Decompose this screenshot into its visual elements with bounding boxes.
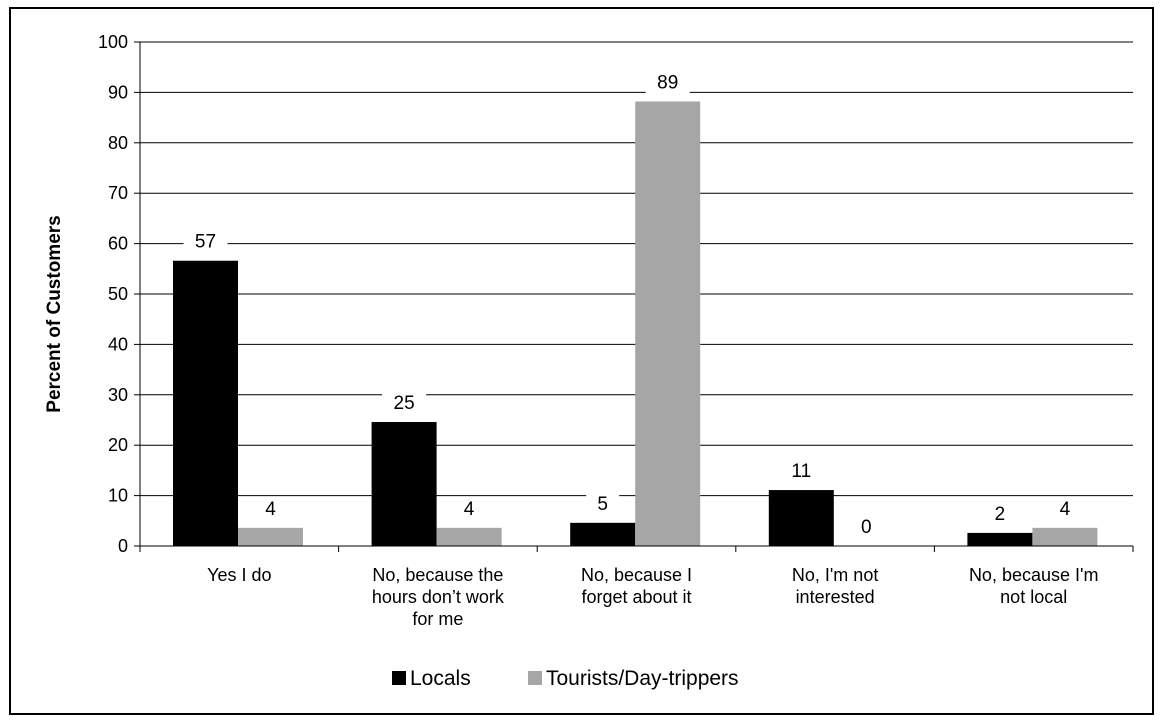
x-tick-label-line: interested (796, 587, 875, 607)
legend-swatch (528, 671, 542, 685)
x-tick-label-line: No, because I'm (969, 565, 1099, 585)
data-label: 0 (861, 517, 872, 538)
data-label-background (254, 497, 287, 520)
data-label-background (183, 230, 228, 253)
x-tick-label-line: for me (412, 609, 463, 629)
data-label-background (983, 502, 1017, 525)
data-labels: 57 25 5 11 2 4 4 89 0 4 (183, 71, 1082, 538)
data-label-background (1048, 497, 1082, 520)
y-tick-label: 70 (108, 183, 128, 203)
x-tick-label: No, because I'm not local (969, 565, 1099, 607)
data-label: 4 (1060, 499, 1071, 520)
data-label: 11 (791, 461, 811, 482)
y-tick-label: 100 (98, 32, 128, 52)
x-tick-label-line: No, because the (372, 565, 503, 585)
axes (134, 41, 1134, 552)
legend-swatch (392, 671, 406, 685)
x-tick-label: Yes I do (207, 565, 271, 585)
y-tick-label: 40 (108, 334, 128, 354)
data-label-background (382, 392, 427, 415)
data-label: 5 (597, 494, 608, 515)
data-label-background (586, 492, 620, 515)
y-tick-label: 90 (108, 82, 128, 102)
data-label-background (452, 497, 486, 520)
y-tick-label: 80 (108, 133, 128, 153)
x-tick-label-line: No, I'm not (792, 565, 878, 585)
bar-locals (570, 522, 636, 546)
data-label: 25 (394, 393, 415, 414)
bars (173, 101, 1098, 547)
x-tick-label-line: No, because I (581, 565, 692, 585)
legend-label: Locals (410, 667, 471, 690)
data-label: 4 (265, 499, 276, 520)
x-tick-label-line: hours don’t work (372, 587, 505, 607)
y-axis-title: Percent of Customers (44, 215, 65, 412)
y-tick-label: 20 (108, 435, 128, 455)
x-tick-label-line: forget about it (581, 587, 691, 607)
bar-locals (173, 260, 238, 546)
x-tick-label: No, I'm not interested (792, 565, 878, 607)
bar-locals (768, 490, 834, 546)
x-tick-label-line: not local (1000, 587, 1067, 607)
bar-tourists (238, 527, 303, 546)
bar-tourists (635, 101, 701, 547)
data-label-background (645, 71, 690, 94)
y-tick-label: 10 (108, 486, 128, 506)
x-tick-label: No, because the hours don’t work for me (372, 565, 505, 629)
legend-label: Tourists/Day-trippers (546, 667, 739, 690)
data-label: 4 (464, 499, 475, 520)
data-label: 89 (657, 72, 678, 93)
y-tick-label: 60 (108, 234, 128, 254)
legend: Locals Tourists/Day-trippers (392, 667, 739, 690)
data-label: 57 (195, 232, 216, 253)
y-tick-label: 30 (108, 385, 128, 405)
bar-chart: 57 25 5 11 2 4 4 89 0 4 0 10 20 30 40 50 60 70 80 90 100 Yes… (44, 32, 1134, 690)
data-label-background (779, 460, 824, 483)
data-label: 2 (995, 504, 1006, 525)
chart-frame: 57 25 5 11 2 4 4 89 0 4 0 10 20 30 40 50 60 70 80 90 100 Yes… (9, 7, 1154, 715)
bar-locals (371, 422, 437, 546)
data-label-background (849, 516, 883, 538)
bar-tourists (436, 527, 502, 546)
bar-tourists (1032, 527, 1098, 546)
bar-locals (967, 532, 1033, 546)
x-tick-label-line: Yes I do (207, 565, 271, 585)
y-tick-label: 50 (108, 284, 128, 304)
y-tick-label: 0 (118, 536, 128, 556)
